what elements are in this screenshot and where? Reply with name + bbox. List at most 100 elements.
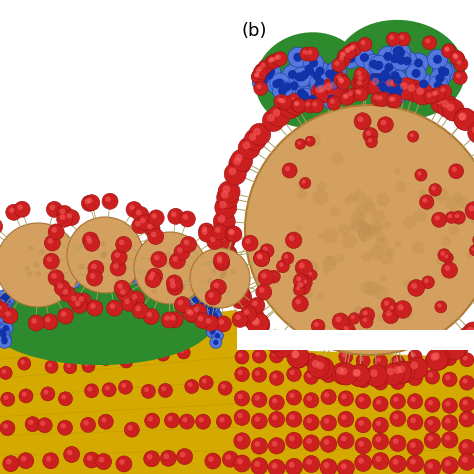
Circle shape	[215, 316, 231, 332]
Circle shape	[428, 373, 433, 377]
Circle shape	[132, 218, 148, 234]
Circle shape	[358, 420, 364, 426]
Circle shape	[311, 319, 325, 333]
Circle shape	[360, 236, 367, 242]
Circle shape	[221, 191, 229, 199]
Circle shape	[367, 223, 376, 232]
Circle shape	[46, 456, 52, 462]
Circle shape	[89, 274, 95, 280]
Circle shape	[107, 300, 123, 316]
Circle shape	[99, 353, 112, 365]
Circle shape	[303, 280, 307, 283]
Circle shape	[67, 213, 72, 219]
Circle shape	[24, 265, 30, 271]
Circle shape	[375, 78, 384, 87]
Circle shape	[226, 280, 248, 301]
Circle shape	[199, 417, 204, 422]
Circle shape	[359, 356, 364, 362]
Circle shape	[440, 87, 445, 92]
Circle shape	[410, 458, 416, 465]
Circle shape	[0, 223, 80, 307]
Circle shape	[338, 224, 350, 236]
Circle shape	[374, 95, 379, 100]
Circle shape	[135, 221, 141, 227]
Circle shape	[272, 398, 277, 403]
Circle shape	[364, 198, 373, 207]
Circle shape	[119, 459, 125, 465]
Circle shape	[18, 453, 34, 469]
Circle shape	[429, 183, 441, 196]
Circle shape	[235, 154, 243, 161]
Circle shape	[170, 278, 175, 284]
Circle shape	[269, 395, 284, 410]
Circle shape	[295, 101, 300, 106]
Circle shape	[87, 270, 102, 286]
Circle shape	[46, 274, 59, 288]
Circle shape	[438, 84, 452, 99]
Circle shape	[251, 458, 268, 474]
Circle shape	[445, 435, 450, 441]
Circle shape	[287, 367, 301, 382]
Circle shape	[100, 273, 106, 279]
Circle shape	[164, 282, 179, 295]
Circle shape	[386, 79, 393, 87]
Circle shape	[446, 355, 450, 359]
Circle shape	[355, 455, 372, 471]
Circle shape	[339, 78, 344, 83]
Circle shape	[30, 284, 36, 290]
Circle shape	[341, 373, 346, 378]
Circle shape	[270, 57, 275, 62]
Circle shape	[300, 47, 314, 61]
Circle shape	[214, 278, 220, 283]
Circle shape	[218, 381, 232, 395]
Circle shape	[325, 70, 334, 79]
Circle shape	[394, 301, 411, 318]
Circle shape	[372, 433, 389, 450]
Circle shape	[82, 195, 97, 211]
Circle shape	[247, 312, 269, 335]
Circle shape	[406, 64, 426, 83]
Circle shape	[305, 102, 310, 107]
Circle shape	[124, 273, 130, 279]
Circle shape	[345, 48, 350, 53]
Circle shape	[185, 307, 201, 323]
Circle shape	[365, 68, 384, 88]
Circle shape	[58, 392, 73, 406]
Circle shape	[110, 303, 115, 309]
Circle shape	[355, 73, 369, 86]
Circle shape	[164, 413, 180, 428]
Circle shape	[467, 327, 474, 334]
Circle shape	[48, 270, 64, 286]
Circle shape	[414, 74, 434, 94]
Circle shape	[309, 75, 329, 95]
Circle shape	[310, 72, 330, 92]
Circle shape	[28, 315, 44, 331]
Circle shape	[290, 370, 295, 375]
Circle shape	[210, 279, 226, 295]
Circle shape	[327, 61, 346, 81]
Circle shape	[61, 423, 66, 428]
Circle shape	[338, 391, 354, 406]
Circle shape	[256, 84, 262, 89]
Circle shape	[393, 438, 399, 444]
Circle shape	[26, 280, 40, 294]
Circle shape	[369, 246, 383, 259]
Circle shape	[363, 310, 368, 316]
Circle shape	[392, 90, 401, 99]
Circle shape	[330, 99, 335, 104]
Circle shape	[448, 210, 461, 223]
Circle shape	[302, 99, 317, 113]
Circle shape	[286, 390, 301, 405]
Circle shape	[435, 215, 440, 220]
Circle shape	[273, 81, 292, 101]
Circle shape	[0, 334, 11, 348]
Circle shape	[57, 420, 73, 435]
Circle shape	[459, 411, 474, 427]
Circle shape	[213, 283, 219, 288]
Circle shape	[358, 37, 372, 51]
Circle shape	[195, 301, 201, 307]
Circle shape	[428, 348, 450, 370]
Circle shape	[218, 181, 240, 203]
Circle shape	[325, 82, 332, 91]
Circle shape	[341, 91, 355, 105]
